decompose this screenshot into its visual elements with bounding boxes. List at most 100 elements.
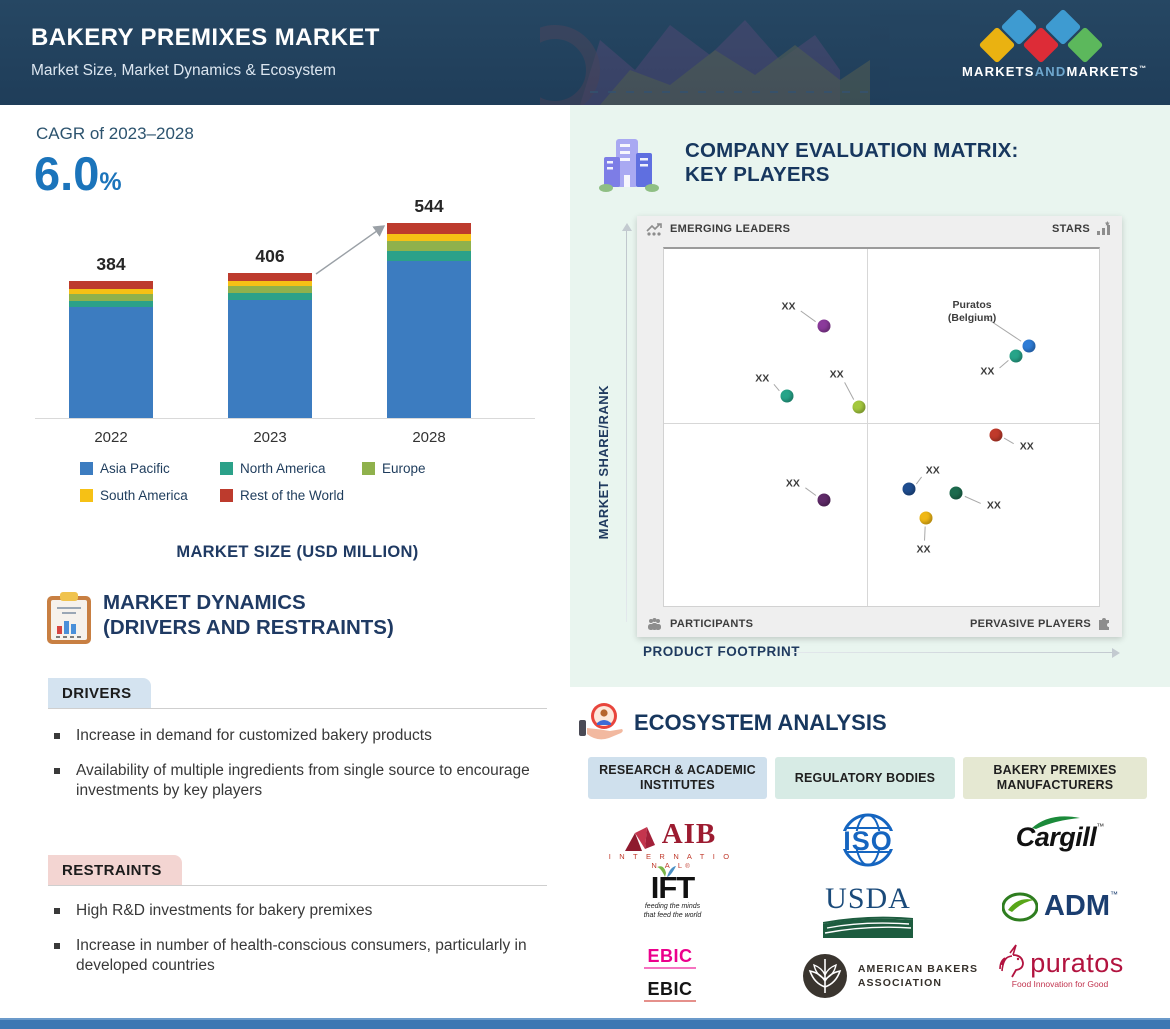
- market-dynamics-title: MARKET DYNAMICS (DRIVERS AND RESTRAINTS): [103, 591, 394, 639]
- american-bakers-association-logo: AMERICAN BAKERS ASSOCIATION: [800, 953, 980, 999]
- puzzle-icon: [1099, 618, 1109, 630]
- cargill-leaf-icon: [1032, 816, 1080, 829]
- drivers-chip: DRIVERS: [48, 678, 152, 709]
- page-title: BAKERY PREMIXES MARKET: [31, 24, 380, 51]
- bar-segment-asia-pacific: [387, 261, 471, 418]
- company-label: XX: [1019, 440, 1034, 453]
- driver-item: Increase in demand for customized bakery…: [52, 726, 547, 746]
- bar-category-label: 2023: [253, 429, 287, 446]
- iso-globe-icon: [841, 813, 895, 867]
- legend-swatch: [220, 462, 233, 475]
- page-header: BAKERY PREMIXES MARKET Market Size, Mark…: [0, 0, 1170, 105]
- company-dot: [919, 511, 933, 525]
- company-dot: [902, 482, 916, 496]
- bars-star-icon: [1097, 221, 1110, 235]
- bar-segment-europe: [69, 294, 153, 301]
- ift-logo: IFT feeding the minds that feed the world: [630, 866, 715, 921]
- ebic-pink-logo: EBIC: [640, 947, 700, 969]
- quadrant-label-participants: PARTICIPANTS: [670, 618, 754, 630]
- y-axis-arrow-line: [626, 230, 627, 622]
- column-header-research: RESEARCH & ACADEMIC INSTITUTES: [588, 757, 767, 799]
- adm-leaf-icon: [1001, 892, 1038, 921]
- evaluation-matrix: EMERGING LEADERS STARS XX XX XX Puratos (Be…: [637, 216, 1122, 637]
- x-axis-arrow-head: [1112, 648, 1120, 658]
- legend-item: North America: [220, 461, 326, 476]
- clipboard-chart-icon: [47, 592, 91, 644]
- company-label: XX: [916, 543, 931, 556]
- column-header-regulatory: REGULATORY BODIES: [775, 757, 955, 799]
- ebic-microtext-bar: [644, 1000, 696, 1002]
- bar-segment-asia-pacific: [69, 307, 153, 418]
- company-dot: [817, 493, 831, 507]
- quadrant-divider-vertical: [867, 249, 868, 606]
- matrix-plot: XX XX XX Puratos (Belgium) XX XX XX XX XX XX: [663, 247, 1100, 607]
- brand-wordmark: MARKETSANDMARKETS™: [962, 64, 1148, 79]
- bar-2022: [69, 281, 153, 418]
- company-label: XX: [755, 372, 770, 385]
- chart-title: MARKET SIZE (USD MILLION): [176, 543, 419, 561]
- restraint-item: Increase in number of health-conscious c…: [52, 936, 547, 976]
- x-axis-arrow-line: [790, 652, 1112, 653]
- bar-2023: [228, 273, 312, 418]
- y-axis-label: MARKET SHARE/RANK: [596, 385, 611, 540]
- legend-swatch: [80, 462, 93, 475]
- adm-logo: ADM™: [1000, 890, 1120, 923]
- legend-item: Rest of the World: [220, 488, 344, 503]
- bar-segment-north-america: [228, 293, 312, 300]
- footer-bar: [0, 1018, 1170, 1029]
- company-dot: [949, 486, 963, 500]
- usda-field-icon: [822, 916, 914, 938]
- bar-category-label: 2028: [412, 429, 446, 446]
- bar-segment-rest-of-the-world: [387, 223, 471, 234]
- company-label: XX: [986, 499, 1001, 512]
- column-header-manufacturers: BAKERY PREMIXES MANUFACTURERS: [963, 757, 1147, 799]
- company-dot: [1022, 339, 1036, 353]
- quadrant-divider-horizontal: [664, 423, 1099, 424]
- company-label: XX: [781, 300, 796, 313]
- matrix-bottom-strip: PARTICIPANTS PERVASIVE PLAYERS: [637, 611, 1122, 637]
- bar-segment-rest-of-the-world: [228, 273, 312, 281]
- iso-logo: ISO: [838, 812, 898, 868]
- bar-segment-europe: [228, 286, 312, 293]
- puratos-logo: puratos Food Innovation for Good: [995, 943, 1125, 989]
- ecosystem-title: ECOSYSTEM ANALYSIS: [634, 710, 887, 735]
- bar-segment-rest-of-the-world: [69, 281, 153, 289]
- company-label: Puratos (Belgium): [947, 298, 997, 324]
- bar-segment-south-america: [228, 281, 312, 286]
- hand-person-icon: [579, 703, 623, 740]
- puratos-tagline: Food Innovation for Good: [1011, 979, 1109, 989]
- logo-diamonds-icon: [978, 8, 1104, 64]
- restraints-list: High R&D investments for bakery premixes…: [52, 901, 547, 991]
- bar-segment-north-america: [69, 301, 153, 307]
- aib-triangles-icon: [624, 827, 655, 851]
- quadrant-label-stars: STARS: [1052, 223, 1090, 235]
- y-axis-arrow-head: [622, 223, 632, 231]
- growth-people-icon: [646, 222, 662, 236]
- matrix-title: COMPANY EVALUATION MATRIX: KEY PLAYERS: [685, 139, 1019, 186]
- legend-swatch: [362, 462, 375, 475]
- legend-swatch: [80, 489, 93, 502]
- usda-logo: USDA: [822, 884, 914, 943]
- company-label: XX: [785, 477, 800, 490]
- quadrant-label-pervasive-players: PERVASIVE PLAYERS: [969, 618, 1091, 630]
- quadrant-label-emerging-leaders: EMERGING LEADERS: [670, 223, 791, 235]
- driver-item: Availability of multiple ingredients fro…: [52, 761, 547, 801]
- ebic-microtext-bar: [644, 967, 696, 969]
- ebic-black-logo: EBIC: [640, 980, 700, 1002]
- unicorn-icon: [999, 944, 1025, 978]
- legend-item: Europe: [362, 461, 426, 476]
- company-label: XX: [980, 365, 995, 378]
- matrix-top-strip: EMERGING LEADERS STARS: [637, 216, 1122, 242]
- restraints-chip: RESTRAINTS: [48, 855, 182, 886]
- wheat-emblem-icon: [802, 954, 847, 998]
- bar-value-label: 384: [96, 254, 126, 274]
- company-label: XX: [925, 464, 940, 477]
- cargill-logo: Cargill™: [1000, 812, 1120, 853]
- aib-logo: AIB I N T E R N A T I O N A L®: [608, 818, 733, 870]
- company-dot: [780, 389, 794, 403]
- page-subtitle: Market Size, Market Dynamics & Ecosystem: [31, 62, 336, 79]
- buildings-icon: [599, 139, 659, 192]
- cagr-value: 6.0%: [34, 147, 122, 200]
- legend-item: South America: [80, 488, 188, 503]
